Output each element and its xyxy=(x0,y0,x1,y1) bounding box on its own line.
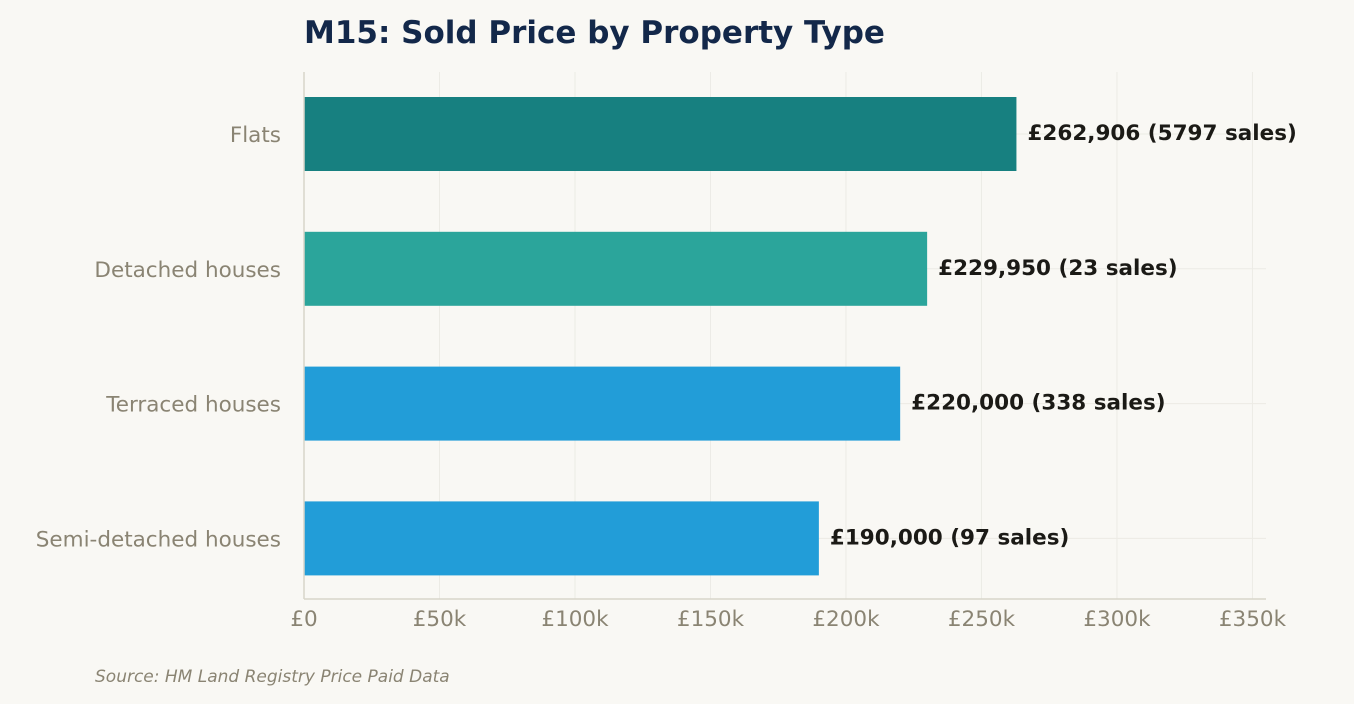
source-note: Source: HM Land Registry Price Paid Data xyxy=(95,667,450,687)
bar-flats xyxy=(304,97,1017,171)
bar-semi-detached-houses xyxy=(304,501,819,576)
category-labels: Flats Detached houses Terraced houses Semi-… xyxy=(36,123,281,552)
data-label-1: £229,950 (23 sales) xyxy=(938,256,1177,281)
data-label-2: £220,000 (338 sales) xyxy=(911,391,1165,416)
category-label-flats: Flats xyxy=(230,123,281,148)
category-label-terraced-houses: Terraced houses xyxy=(105,393,281,418)
data-label-0: £262,906 (5797 sales) xyxy=(1027,121,1296,146)
axes xyxy=(303,72,1266,600)
category-label-detached-houses: Detached houses xyxy=(94,258,281,283)
x-tick-labels: £0 £50k £100k £150k £200k £250k £300k £350k xyxy=(290,607,1286,632)
x-tick-label-5: £250k xyxy=(948,607,1016,632)
bars xyxy=(304,97,1017,576)
x-tick-label-1: £50k xyxy=(413,607,467,632)
data-labels: £262,906 (5797 sales) £229,950 (23 sales)… xyxy=(830,121,1297,550)
x-tick-label-7: £350k xyxy=(1219,607,1287,632)
category-label-semi-detached-houses: Semi-detached houses xyxy=(36,527,281,552)
bar-detached-houses xyxy=(304,231,928,306)
bar-terraced-houses xyxy=(304,366,901,441)
x-tick-label-6: £300k xyxy=(1083,607,1151,632)
x-tick-label-3: £150k xyxy=(677,607,745,632)
x-tick-label-2: £100k xyxy=(541,607,609,632)
data-label-3: £190,000 (97 sales) xyxy=(830,525,1069,550)
chart-title: M15: Sold Price by Property Type xyxy=(304,15,885,51)
x-tick-label-0: £0 xyxy=(290,607,317,632)
x-tick-label-4: £200k xyxy=(812,607,880,632)
